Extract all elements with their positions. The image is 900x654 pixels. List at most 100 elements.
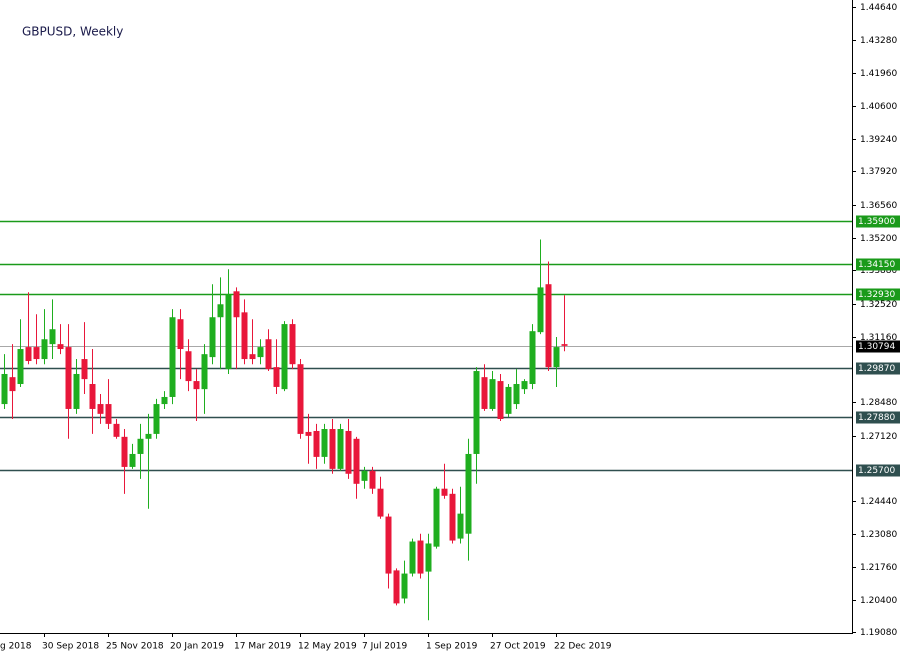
price-level-tag: [856, 288, 900, 301]
y-tick-label: 1.31160: [860, 333, 897, 343]
candle-body: [137, 438, 144, 454]
y-tick-label: 1.36560: [860, 201, 897, 211]
y-tick-label: 1.35200: [860, 234, 897, 244]
y-tick-label: 1.21760: [860, 563, 897, 573]
candle-body: [169, 317, 176, 397]
candle-body: [129, 453, 136, 467]
candle-body: [473, 371, 480, 454]
candle-body: [17, 349, 24, 385]
price-level-tag: [856, 258, 900, 271]
y-tick-label: 1.19080: [860, 628, 897, 638]
y-tick-label: 1.39240: [860, 135, 897, 145]
y-tick-label: 1.23080: [860, 530, 897, 540]
y-tick-label: 1.43280: [860, 36, 897, 46]
candle-body: [249, 354, 256, 360]
y-tick-label: 1.27120: [860, 432, 897, 442]
candle-body: [281, 324, 288, 390]
candle-body: [289, 324, 296, 365]
candle-body: [545, 284, 552, 368]
candle-body: [313, 430, 320, 457]
y-tick-label: 1.24440: [860, 497, 897, 507]
candle-body: [81, 359, 88, 380]
y-tick-label: 1.41960: [860, 69, 897, 79]
candle-body: [337, 429, 344, 469]
last-price-tag: [856, 340, 900, 353]
candle-body: [297, 364, 304, 434]
y-tick-label: 1.44640: [860, 3, 897, 13]
candle-body: [193, 381, 200, 390]
candle-body: [233, 291, 240, 318]
candle-body: [401, 573, 408, 599]
price-level-tag: [856, 362, 900, 375]
candle-body: [433, 488, 440, 547]
candle-body: [465, 453, 472, 534]
candle-body: [449, 493, 456, 541]
candle-body: [25, 347, 32, 362]
candle-body: [145, 433, 152, 439]
candle-body: [561, 344, 568, 346]
candle-body: [369, 470, 376, 489]
candle-body: [225, 294, 232, 370]
candle-body: [393, 570, 400, 604]
price-level-tag: [856, 411, 900, 424]
candle-body: [457, 513, 464, 539]
price-level-label: 1.34150: [858, 260, 895, 270]
x-tick-label: 12 May 2019: [298, 642, 357, 652]
candle-body: [353, 438, 360, 484]
candle-body: [121, 436, 128, 467]
candle-body: [89, 384, 96, 409]
candle-body: [33, 347, 40, 360]
candle-body: [409, 541, 416, 574]
candle-body: [505, 386, 512, 414]
candle-body: [57, 344, 64, 350]
x-tick-label: 7 Jul 2019: [362, 642, 407, 652]
candle-body: [361, 470, 368, 481]
candle-body: [257, 347, 264, 358]
last-price-label: 1.30794: [858, 342, 895, 352]
price-level-label: 1.29870: [858, 364, 895, 374]
candle-body: [521, 381, 528, 390]
x-tick-label: g 2018: [0, 642, 32, 652]
candle-body: [65, 347, 72, 409]
candle-body: [201, 354, 208, 390]
x-tick-label: 30 Sep 2018: [42, 642, 99, 652]
price-level-tag: [856, 464, 900, 477]
price-level-label: 1.32930: [858, 290, 895, 300]
candle-body: [265, 339, 272, 370]
y-tick-label: 1.33880: [860, 266, 897, 276]
candle-body: [97, 404, 104, 414]
candle-body: [113, 423, 120, 437]
candle-body: [185, 351, 192, 382]
candle-body: [489, 379, 496, 409]
x-tick-label: 25 Nov 2018: [106, 642, 164, 652]
price-level-tag: [856, 215, 900, 228]
chart-title: GBPUSD, Weekly: [22, 25, 123, 39]
y-tick-label: 1.28480: [860, 398, 897, 408]
x-tick-label: 27 Oct 2019: [490, 642, 546, 652]
candle-body: [481, 377, 488, 409]
candle-body: [73, 373, 80, 409]
candle-body: [1, 373, 8, 405]
candle-body: [329, 429, 336, 469]
candle-body: [385, 516, 392, 574]
candle-body: [537, 287, 544, 333]
candle-body: [441, 488, 448, 496]
y-tick-label: 1.20400: [860, 596, 897, 606]
candle-body: [553, 347, 560, 368]
candle-body: [241, 312, 248, 360]
candle-body: [529, 331, 536, 385]
candle-body: [9, 377, 16, 392]
candle-body: [153, 404, 160, 434]
candle-body: [345, 430, 352, 474]
candle-body: [417, 540, 424, 574]
x-tick-label: 17 Mar 2019: [234, 642, 291, 652]
x-tick-label: 20 Jan 2019: [170, 642, 224, 652]
candle-body: [497, 381, 504, 419]
candle-body: [217, 304, 224, 318]
candle-body: [105, 404, 112, 424]
y-tick-label: 1.37920: [860, 167, 897, 177]
x-tick-label: 22 Dec 2019: [554, 642, 612, 652]
candle-body: [377, 488, 384, 517]
price-level-label: 1.27880: [858, 413, 895, 423]
